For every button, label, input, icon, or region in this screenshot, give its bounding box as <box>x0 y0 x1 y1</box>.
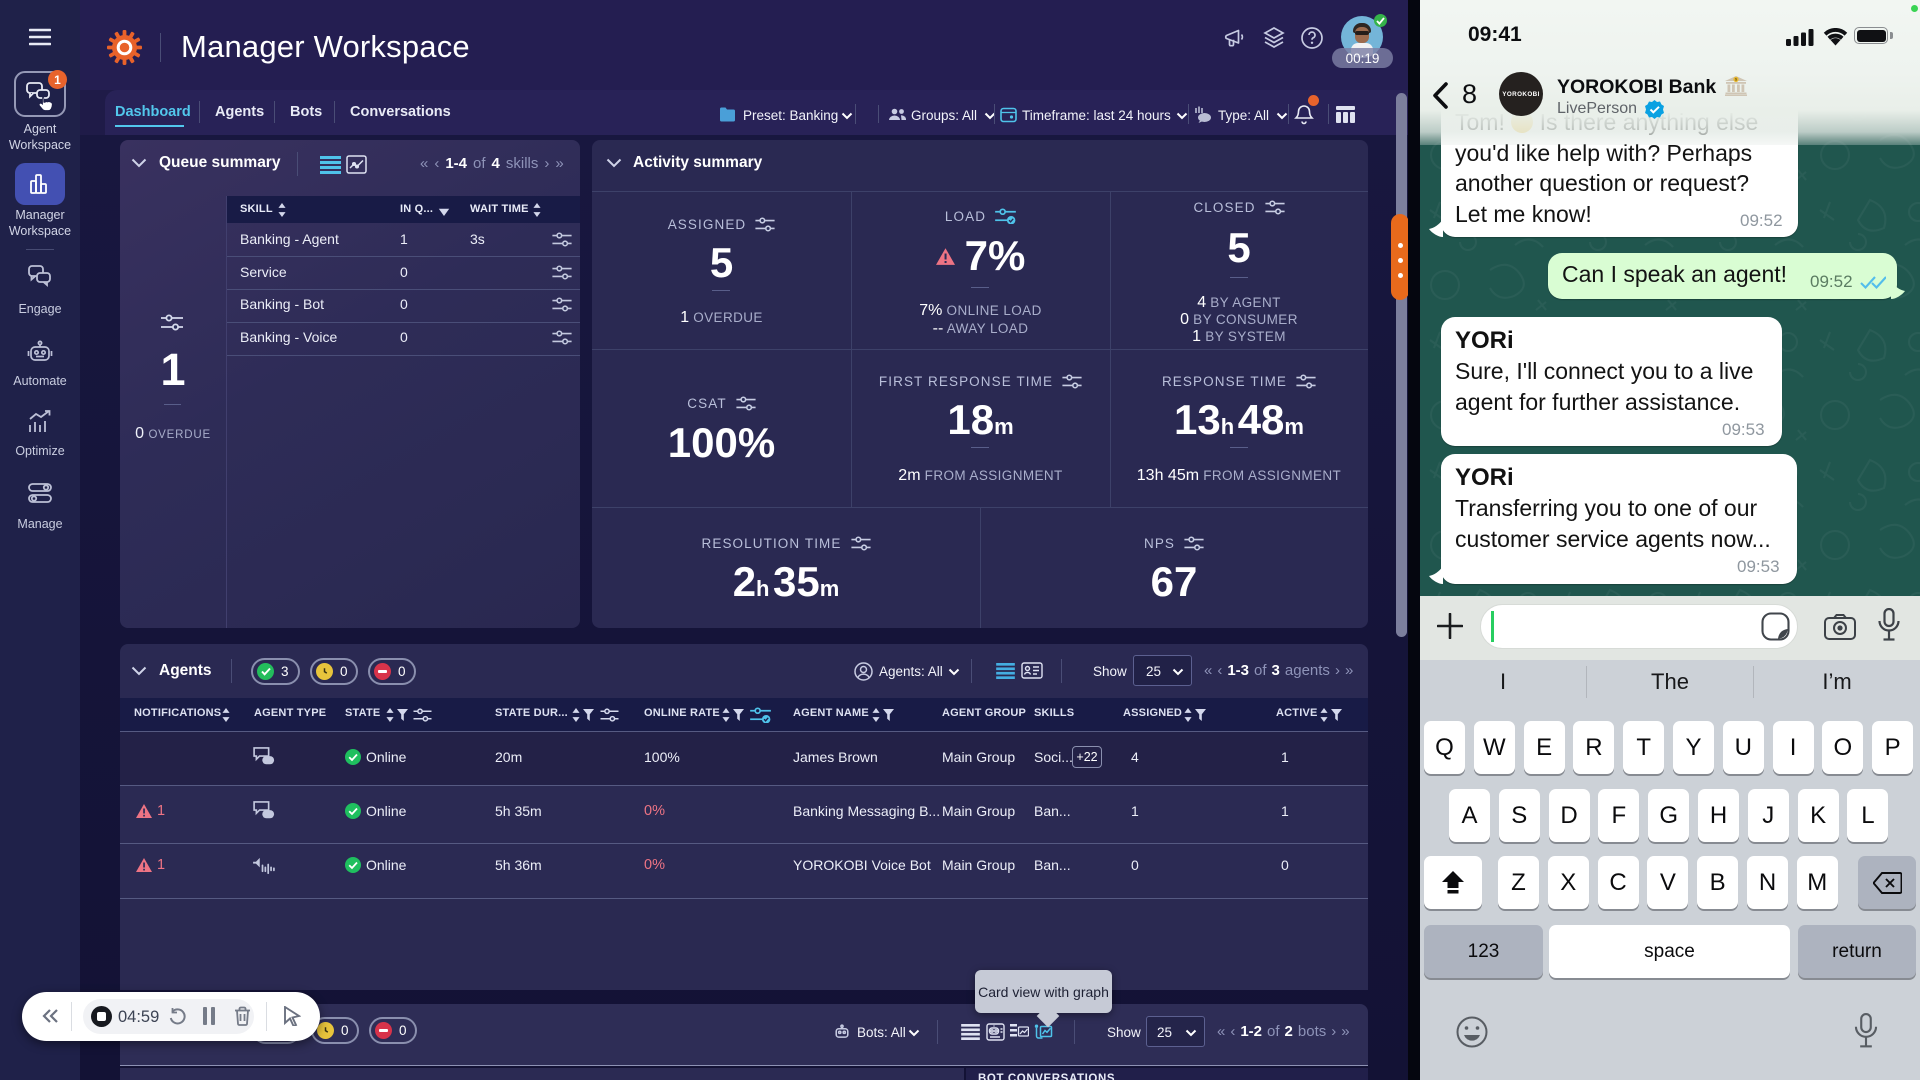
svg-text:$: $ <box>1735 78 1737 82</box>
